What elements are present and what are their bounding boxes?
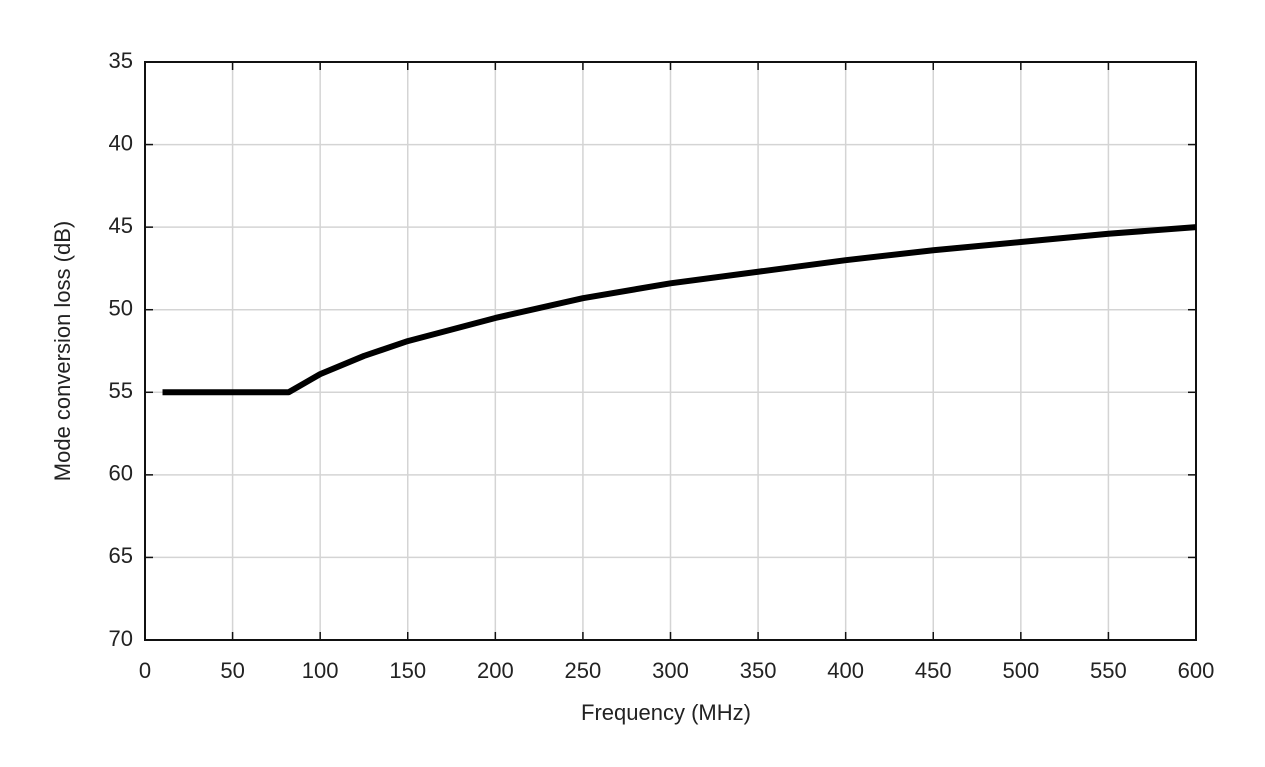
x-axis-label: Frequency (MHz) xyxy=(581,700,751,725)
y-tick-label: 50 xyxy=(109,296,133,321)
y-tick-label: 70 xyxy=(109,626,133,651)
x-tick-label: 350 xyxy=(740,658,777,683)
y-tick-label: 65 xyxy=(109,543,133,568)
y-tick-label: 35 xyxy=(109,48,133,73)
x-tick-label: 0 xyxy=(139,658,151,683)
x-tick-label: 250 xyxy=(565,658,602,683)
y-axis-label: Mode conversion loss (dB) xyxy=(50,221,75,481)
x-tick-label: 500 xyxy=(1002,658,1039,683)
plot-frame xyxy=(144,61,1197,641)
y-tick-label: 55 xyxy=(109,378,133,403)
x-tick-label: 150 xyxy=(389,658,426,683)
x-tick-label: 100 xyxy=(302,658,339,683)
x-tick-label: 450 xyxy=(915,658,952,683)
y-tick-label: 40 xyxy=(109,130,133,155)
data-line xyxy=(162,224,1197,396)
x-tick-label: 400 xyxy=(827,658,864,683)
x-tick-label: 600 xyxy=(1178,658,1215,683)
y-tick-label: 45 xyxy=(109,213,133,238)
x-tick-label: 550 xyxy=(1090,658,1127,683)
x-tick-label: 50 xyxy=(220,658,244,683)
x-tick-label: 200 xyxy=(477,658,514,683)
y-tick-label: 60 xyxy=(109,461,133,486)
x-tick-label: 300 xyxy=(652,658,689,683)
